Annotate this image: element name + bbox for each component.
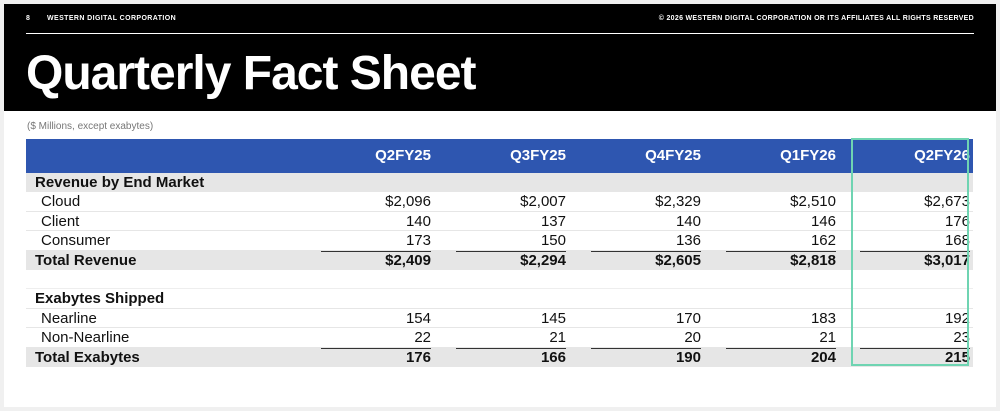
table-cell: $2,007 (520, 193, 566, 211)
table-cell: $2,818 (726, 250, 836, 269)
table-cell: 215 (860, 347, 970, 366)
row-label: Total Exabytes (35, 348, 140, 366)
table-cell: 145 (540, 309, 566, 327)
row-label: Client (41, 212, 80, 230)
company-name: WESTERN DIGITAL CORPORATION (47, 15, 177, 22)
table-cell: 176 (321, 347, 431, 366)
table-cell: $2,673 (924, 193, 970, 211)
column-header: Q2FY25 (375, 147, 431, 164)
table-row: Client 140 137 140 146 176 (26, 212, 973, 232)
table-cell: 154 (405, 309, 431, 327)
section-label: Exabytes Shipped (35, 290, 165, 308)
copyright-notice: © 2026 WESTERN DIGITAL CORPORATION OR IT… (658, 15, 974, 22)
table-cell: 168 (944, 232, 970, 250)
column-header: Q4FY25 (645, 147, 701, 164)
column-header: Q2FY26 (914, 147, 970, 164)
column-header: Q3FY25 (510, 147, 566, 164)
table-cell: $2,096 (385, 193, 431, 211)
table-cell: 162 (810, 232, 836, 250)
table-cell: 21 (819, 329, 836, 347)
table-cell: $2,329 (655, 193, 701, 211)
header-divider (26, 33, 974, 34)
section-header-revenue: Revenue by End Market (26, 173, 973, 193)
table-row: Cloud $2,096 $2,007 $2,329 $2,510 $2,673 (26, 192, 973, 212)
spacer-row (26, 270, 973, 290)
page-title: Quarterly Fact Sheet (26, 47, 476, 100)
table-row: Consumer 173 150 136 162 168 (26, 231, 973, 251)
table-cell: 176 (944, 212, 970, 230)
total-exabytes-row: Total Exabytes 176 166 190 204 215 (26, 347, 973, 367)
row-label: Non-Nearline (41, 329, 130, 347)
table-cell: 183 (810, 309, 836, 327)
table-cell: 22 (414, 329, 431, 347)
table-cell: 23 (953, 329, 970, 347)
table-row: Nearline 154 145 170 183 192 (26, 309, 973, 329)
table-cell: 146 (810, 212, 836, 230)
fact-sheet-table: Q2FY25 Q3FY25 Q4FY25 Q1FY26 Q2FY26 Reven… (26, 139, 973, 367)
table-cell: 21 (549, 329, 566, 347)
total-revenue-row: Total Revenue $2,409 $2,294 $2,605 $2,81… (26, 250, 973, 270)
table-cell: $2,294 (456, 250, 566, 269)
section-label: Revenue by End Market (35, 174, 205, 191)
row-label: Total Revenue (35, 251, 137, 269)
table-cell: 173 (405, 232, 431, 250)
section-header-exabytes: Exabytes Shipped (26, 289, 973, 309)
table-cell: $2,605 (591, 250, 701, 269)
table-cell: $2,510 (790, 193, 836, 211)
table-cell: 204 (726, 347, 836, 366)
table-cell: 140 (675, 212, 701, 230)
table-cell: 137 (540, 212, 566, 230)
row-label: Cloud (41, 193, 81, 211)
slide: 8 WESTERN DIGITAL CORPORATION © 2026 WES… (4, 4, 996, 407)
table-cell: 166 (456, 347, 566, 366)
table-cell: 190 (591, 347, 701, 366)
table-cell: 136 (675, 232, 701, 250)
table-cell: $3,017 (860, 250, 970, 269)
table-cell: 20 (684, 329, 701, 347)
column-header: Q1FY26 (780, 147, 836, 164)
units-note: ($ Millions, except exabytes) (27, 121, 154, 132)
table-row: Non-Nearline 22 21 20 21 23 (26, 328, 973, 348)
table-cell: 192 (944, 309, 970, 327)
table-cell: 170 (675, 309, 701, 327)
title-banner: 8 WESTERN DIGITAL CORPORATION © 2026 WES… (4, 4, 996, 111)
row-label: Nearline (41, 309, 97, 327)
table-cell: 140 (405, 212, 431, 230)
table-cell: 150 (540, 232, 566, 250)
table-header-row: Q2FY25 Q3FY25 Q4FY25 Q1FY26 Q2FY26 (26, 139, 973, 173)
row-label: Consumer (41, 232, 111, 250)
page-number: 8 (26, 15, 31, 22)
table-cell: $2,409 (321, 250, 431, 269)
